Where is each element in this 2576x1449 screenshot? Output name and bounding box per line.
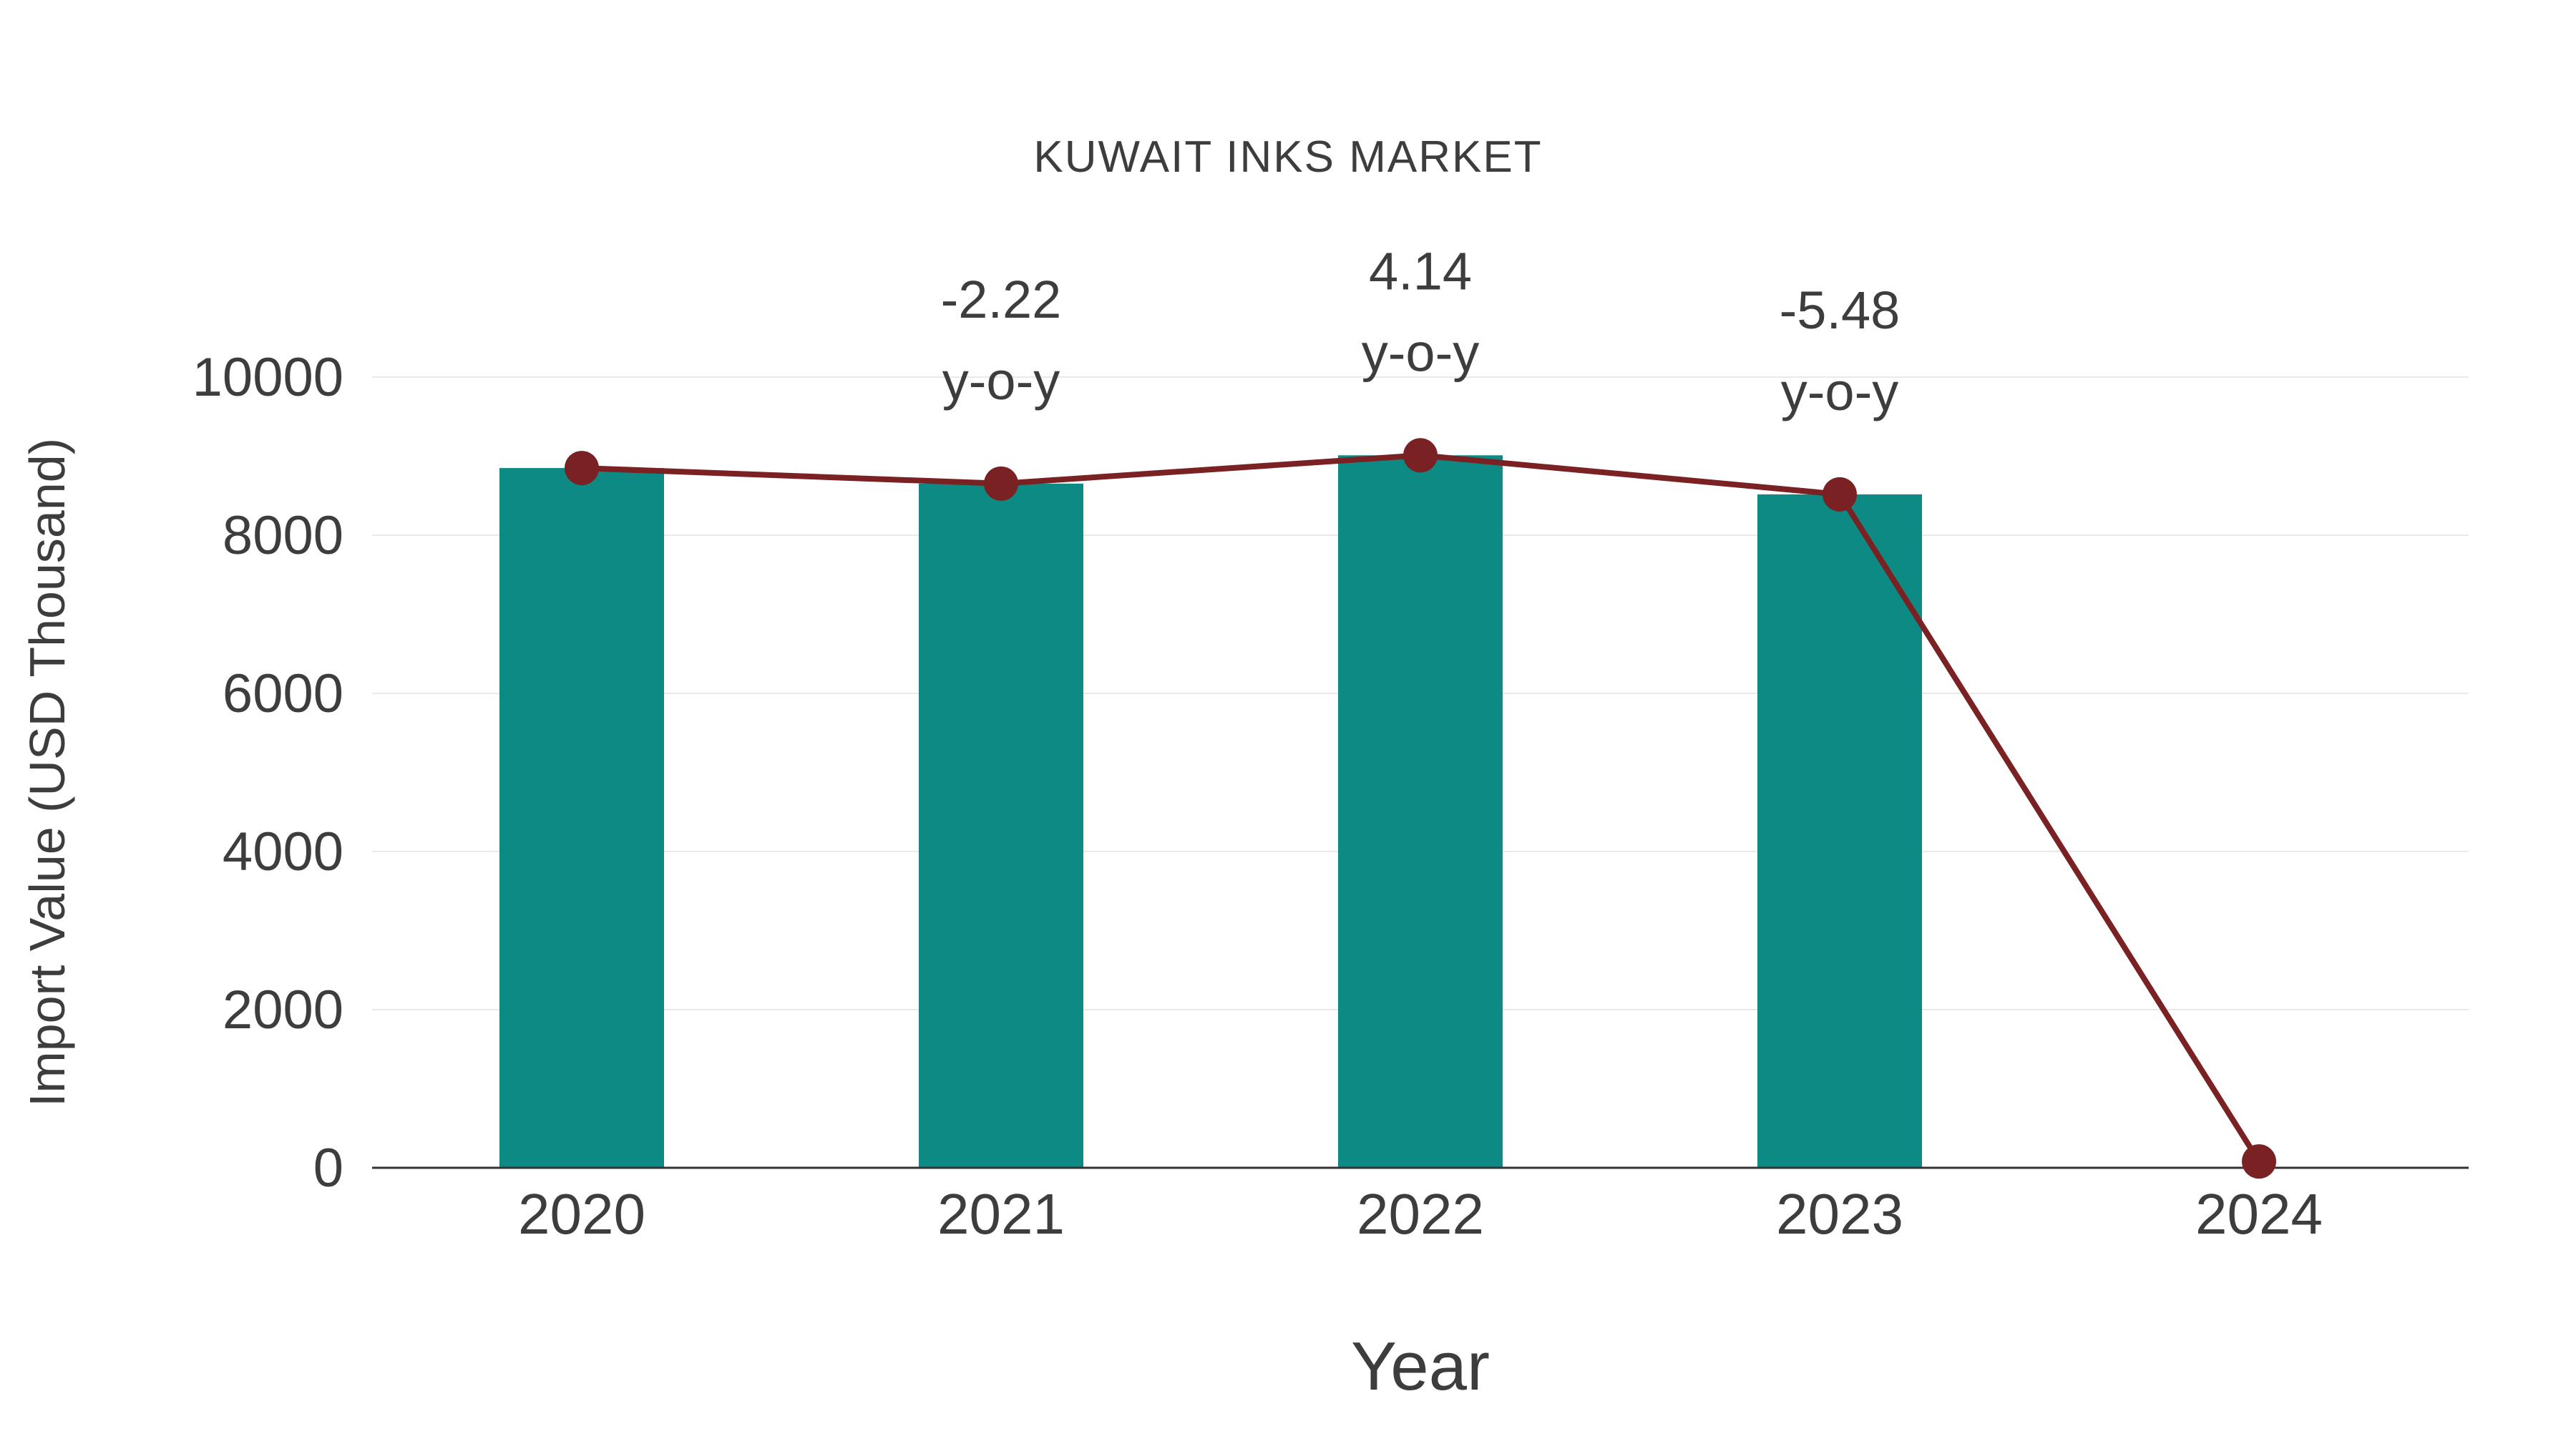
line-marker-2022: [1403, 438, 1438, 473]
annotation-value-2021: -2.22: [941, 270, 1062, 329]
chart-title: KUWAIT INKS MARKET: [1033, 132, 1542, 182]
line-marker-2023: [1823, 477, 1857, 512]
bar-2023: [1757, 494, 1922, 1168]
y-tick-label-0: 0: [313, 1138, 343, 1199]
x-tick-label-2022: 2022: [1357, 1182, 1484, 1246]
annotation-unit-2021: y-o-y: [942, 351, 1060, 411]
y-tick-label-10000: 10000: [192, 347, 343, 408]
bar-2022: [1338, 455, 1503, 1168]
x-tick-label-2024: 2024: [2195, 1182, 2323, 1246]
y-tick-label-4000: 4000: [223, 821, 343, 882]
line-marker-2020: [565, 451, 599, 486]
bar-2021: [919, 483, 1083, 1168]
line-marker-2021: [984, 466, 1018, 501]
y-axis-label: Import Value (USD Thousand): [19, 438, 75, 1107]
y-tick-label-2000: 2000: [223, 980, 343, 1040]
annotation-unit-2022: y-o-y: [1362, 323, 1479, 382]
line-marker-2024: [2242, 1144, 2276, 1179]
annotation-value-2022: 4.14: [1369, 241, 1472, 301]
bar-2020: [499, 468, 664, 1168]
y-tick-label-8000: 8000: [223, 505, 343, 566]
x-axis-label: Year: [1351, 1328, 1490, 1405]
x-tick-label-2023: 2023: [1776, 1182, 1903, 1246]
x-tick-label-2021: 2021: [937, 1182, 1065, 1246]
x-tick-label-2020: 2020: [518, 1182, 645, 1246]
y-tick-label-6000: 6000: [223, 663, 343, 724]
annotation-unit-2023: y-o-y: [1781, 362, 1898, 421]
annotation-value-2023: -5.48: [1780, 280, 1901, 340]
